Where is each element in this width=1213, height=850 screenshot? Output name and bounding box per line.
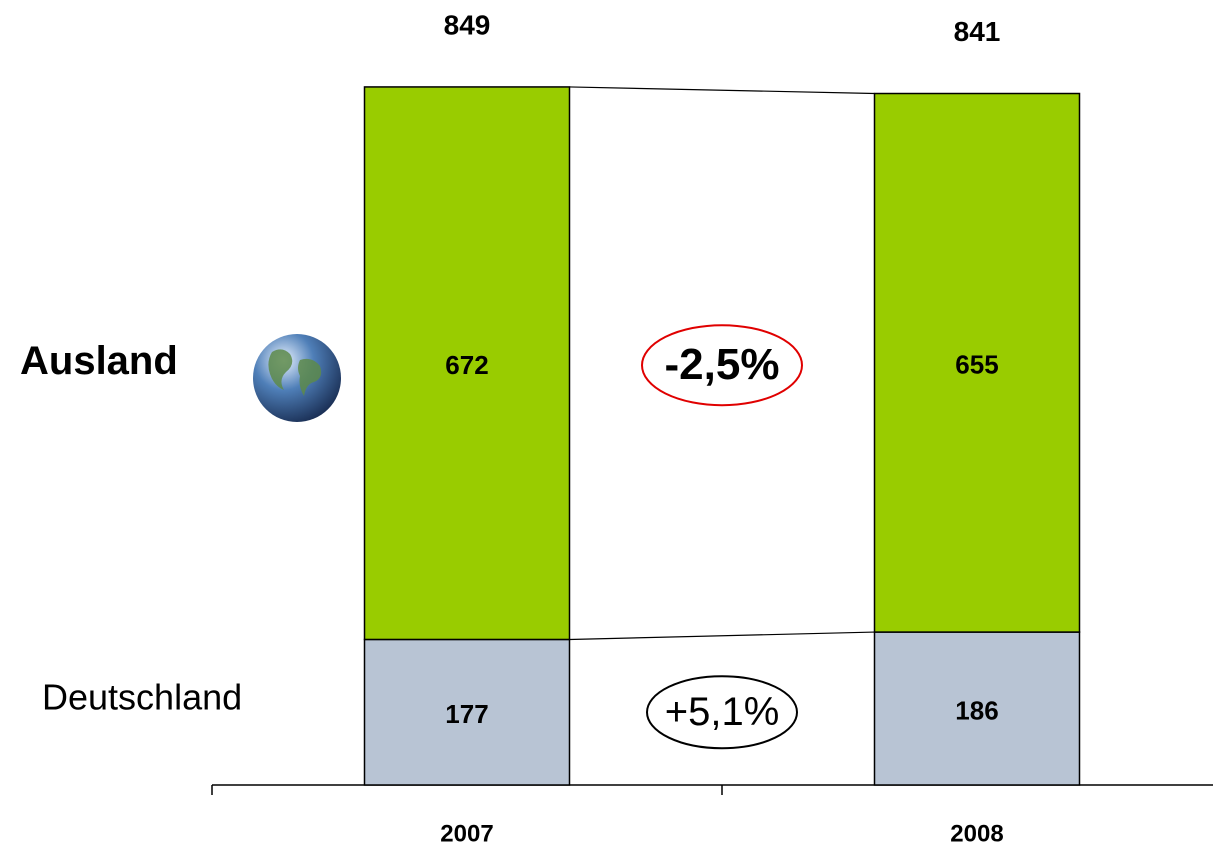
bar-segment bbox=[873, 92, 1081, 633]
connector-line bbox=[569, 631, 875, 641]
x-tick-label: 2007 bbox=[440, 820, 493, 847]
value-label: 177 bbox=[445, 699, 488, 729]
globe-icon bbox=[253, 334, 341, 422]
series-label: Deutschland bbox=[42, 677, 242, 718]
value-label: 186 bbox=[955, 695, 998, 725]
x-tick-label: 2008 bbox=[950, 820, 1003, 847]
series-label: Ausland bbox=[20, 339, 178, 383]
annotation: -2,5% bbox=[665, 340, 780, 389]
bar-segment bbox=[363, 86, 571, 641]
total-label: 849 bbox=[444, 9, 491, 40]
total-label: 841 bbox=[954, 16, 1001, 47]
value-label: 655 bbox=[955, 350, 998, 380]
connector-line bbox=[569, 86, 875, 95]
annotation: +5,1% bbox=[665, 690, 780, 734]
value-label: 672 bbox=[445, 350, 488, 380]
annotation-ellipse bbox=[646, 675, 798, 750]
bar-segment bbox=[363, 638, 571, 786]
annotation-ellipse bbox=[641, 324, 803, 407]
